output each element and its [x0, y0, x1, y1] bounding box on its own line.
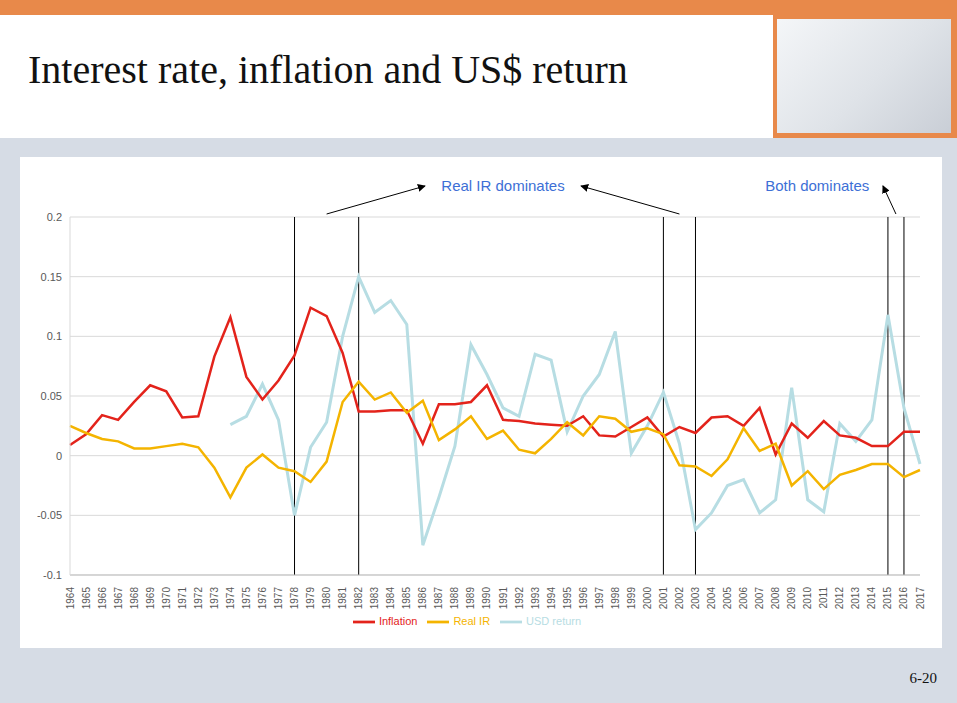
svg-text:1993: 1993 — [530, 587, 541, 610]
svg-text:1996: 1996 — [578, 587, 589, 610]
svg-text:1991: 1991 — [498, 587, 509, 610]
svg-text:1982: 1982 — [353, 587, 364, 610]
svg-text:-0.1: -0.1 — [43, 569, 62, 581]
svg-text:1976: 1976 — [257, 587, 268, 610]
svg-text:1974: 1974 — [225, 587, 236, 610]
svg-text:1980: 1980 — [321, 587, 332, 610]
svg-text:1984: 1984 — [385, 587, 396, 610]
svg-text:1985: 1985 — [401, 587, 412, 610]
svg-text:-0.05: -0.05 — [37, 509, 62, 521]
svg-text:2007: 2007 — [754, 587, 765, 610]
svg-text:Real IR dominates: Real IR dominates — [441, 177, 564, 194]
svg-text:2006: 2006 — [738, 587, 749, 610]
svg-text:2005: 2005 — [722, 587, 733, 610]
svg-text:1979: 1979 — [305, 587, 316, 610]
html-text:Real IR: Real IR — [453, 614, 491, 627]
svg-text:2012: 2012 — [834, 587, 845, 610]
svg-text:0: 0 — [56, 450, 62, 462]
svg-text:1992: 1992 — [514, 587, 525, 610]
svg-text:1975: 1975 — [241, 587, 252, 610]
svg-text:1971: 1971 — [177, 587, 188, 610]
svg-text:1978: 1978 — [289, 587, 300, 610]
svg-text:Both dominates: Both dominates — [765, 177, 869, 194]
svg-text:1964: 1964 — [65, 587, 76, 610]
svg-text:1973: 1973 — [209, 587, 220, 610]
html-text:USD return: USD return — [526, 614, 582, 627]
svg-text:1987: 1987 — [433, 587, 444, 610]
svg-text:0.1: 0.1 — [47, 330, 62, 342]
svg-text:1968: 1968 — [129, 587, 140, 610]
svg-text:2017: 2017 — [915, 587, 926, 610]
svg-text:1965: 1965 — [81, 587, 92, 610]
svg-text:2010: 2010 — [802, 587, 813, 610]
html-text:Inflation: Inflation — [378, 614, 418, 627]
svg-text:1981: 1981 — [337, 587, 348, 610]
svg-text:1966: 1966 — [97, 587, 108, 610]
svg-text:2000: 2000 — [642, 587, 653, 610]
svg-text:1986: 1986 — [417, 587, 428, 610]
html-text:6-20: 6-20 — [909, 670, 937, 686]
svg-text:2002: 2002 — [674, 587, 685, 610]
svg-text:2011: 2011 — [818, 587, 829, 609]
svg-text:2004: 2004 — [706, 587, 717, 610]
svg-text:1998: 1998 — [610, 587, 621, 610]
svg-text:0.2: 0.2 — [47, 211, 62, 223]
svg-text:1995: 1995 — [562, 587, 573, 610]
svg-text:1972: 1972 — [193, 587, 204, 610]
svg-text:2014: 2014 — [866, 587, 877, 610]
svg-text:2003: 2003 — [690, 587, 701, 610]
svg-text:2016: 2016 — [898, 587, 909, 610]
svg-text:1969: 1969 — [145, 587, 156, 610]
svg-text:1997: 1997 — [594, 587, 605, 610]
svg-text:2001: 2001 — [658, 587, 669, 610]
svg-text:1999: 1999 — [626, 587, 637, 610]
svg-text:2013: 2013 — [850, 587, 861, 610]
svg-text:1983: 1983 — [369, 587, 380, 610]
svg-text:2009: 2009 — [786, 587, 797, 610]
svg-text:2008: 2008 — [770, 587, 781, 610]
svg-text:0.05: 0.05 — [41, 390, 62, 402]
svg-text:1988: 1988 — [449, 587, 460, 610]
svg-text:1994: 1994 — [546, 587, 557, 610]
svg-text:1990: 1990 — [481, 587, 492, 610]
svg-text:1970: 1970 — [161, 587, 172, 610]
svg-text:1967: 1967 — [113, 587, 124, 610]
html-text:Interest rate, inflation and U: Interest rate, inflation and US$ return — [28, 47, 628, 92]
svg-text:1989: 1989 — [465, 587, 476, 610]
svg-text:2015: 2015 — [882, 587, 893, 610]
svg-text:0.15: 0.15 — [41, 271, 62, 283]
svg-text:1977: 1977 — [273, 587, 284, 610]
